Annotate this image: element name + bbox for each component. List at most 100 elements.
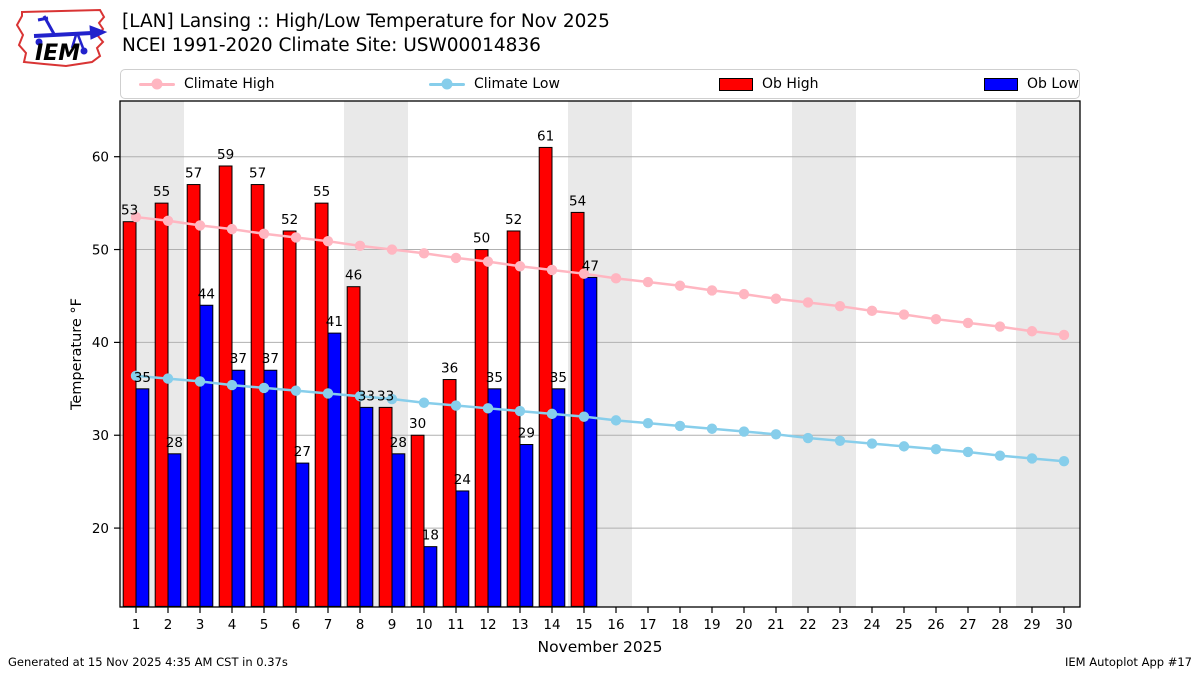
bar-ob-high — [122, 221, 137, 607]
x-tick-label: 22 — [799, 617, 816, 633]
bar-ob-high — [474, 249, 489, 607]
x-tick-label: 16 — [607, 617, 624, 633]
climate-high-line-marker — [706, 285, 718, 296]
bar-ob-low — [199, 304, 214, 607]
ob-high-value-label: 55 — [313, 184, 330, 200]
ob-low-value-label: 37 — [262, 351, 279, 367]
climate-low-line-marker — [706, 423, 718, 434]
climate-low-line-marker — [194, 376, 206, 387]
ob-low-value-label: 27 — [294, 444, 311, 460]
x-tick-label: 8 — [356, 617, 365, 633]
climate-high-line-path — [135, 215, 1065, 337]
climate-high-line-marker — [1026, 326, 1038, 337]
bar-ob-low — [231, 369, 246, 607]
climate-high-line-marker — [1058, 329, 1070, 341]
x-tick-label: 4 — [228, 617, 237, 633]
ob-high-value-label: 46 — [345, 268, 362, 284]
bar-ob-high — [154, 202, 169, 607]
bar-ob-high — [442, 379, 457, 607]
y-axis: 20 30 40 50 60 — [92, 149, 120, 537]
generated-timestamp: Generated at 15 Nov 2025 4:35 AM CST in … — [8, 655, 288, 669]
bar-ob-low — [455, 490, 470, 607]
chart-title: [LAN] Lansing :: High/Low Temperature fo… — [122, 11, 610, 32]
legend-label: Climate High — [184, 76, 275, 92]
climate-high-line-marker — [418, 248, 430, 259]
x-tick-label: 29 — [1023, 617, 1040, 633]
climate-high-line-marker — [258, 228, 270, 239]
x-tick-label: 24 — [863, 617, 880, 633]
legend-bar-swatch-icon — [984, 77, 1018, 91]
x-tick-label: 15 — [575, 617, 592, 633]
legend-line-marker-icon — [151, 78, 163, 90]
bar-ob-low — [167, 453, 182, 607]
bar-ob-low — [135, 388, 150, 607]
climate-low-line-marker — [610, 415, 622, 426]
bar-ob-low — [583, 276, 598, 607]
ob-high-value-label: 50 — [473, 231, 490, 247]
x-tick-label: 26 — [927, 617, 944, 633]
bar-ob-high — [506, 230, 521, 607]
climate-high-line-marker — [226, 223, 238, 235]
climate-low-line-marker — [546, 408, 558, 420]
ob-high-value-label: 57 — [249, 166, 266, 182]
y-tick-label: 60 — [92, 149, 109, 165]
bar-ob-low — [391, 453, 406, 607]
x-tick-label: 21 — [767, 617, 784, 633]
ob-high-value-label: 54 — [569, 193, 586, 209]
ob-low-value-label: 41 — [326, 314, 343, 330]
climate-high-line-marker — [194, 220, 206, 231]
climate-high-line-marker — [450, 252, 462, 264]
climate-low-line-marker — [226, 379, 238, 391]
climate-high-line-marker — [898, 309, 910, 320]
weather-vane-icon — [33, 15, 108, 55]
x-tick-label: 20 — [735, 617, 752, 633]
ob-high-value-label: 52 — [505, 212, 522, 228]
climate-high-line-marker — [546, 264, 558, 276]
bar-ob-low — [423, 546, 438, 607]
ob-low-value-label: 18 — [422, 528, 439, 544]
climate-high-line-marker — [610, 273, 622, 284]
climate-low-line-marker — [258, 382, 270, 394]
ob-high-value-label: 59 — [217, 147, 234, 163]
legend-line-marker-icon — [441, 78, 453, 90]
ob-low-value-label: 28 — [390, 435, 407, 451]
ob-low-value-label: 33 — [358, 388, 375, 404]
ob-high-value-label: 57 — [185, 166, 202, 182]
x-axis-label: November 2025 — [537, 638, 662, 656]
chart-subtitle: NCEI 1991-2020 Climate Site: USW00014836 — [122, 35, 541, 56]
plot-border — [119, 100, 1081, 608]
climate-high-line-marker — [514, 261, 526, 272]
climate-high-line-marker — [642, 276, 654, 288]
legend-item-climate-high: Climate High — [139, 70, 275, 98]
x-tick-label: 12 — [479, 617, 496, 633]
climate-high-line-marker — [386, 244, 398, 255]
climate-low-line-marker — [1026, 453, 1038, 464]
bar-ob-high — [314, 202, 329, 607]
climate-low-line-marker — [770, 429, 782, 440]
bar-ob-low — [519, 444, 534, 607]
climate-high-line-marker — [482, 256, 494, 267]
ob-low-value-label: 35 — [486, 370, 503, 386]
climate-low-line-marker — [450, 400, 462, 411]
y-tick-label: 40 — [92, 335, 109, 351]
x-tick-label: 30 — [1055, 617, 1072, 633]
climate-high-line-marker — [866, 305, 878, 317]
climate-low-line-marker — [290, 385, 302, 396]
legend-line-swatch-icon — [139, 78, 175, 90]
x-axis: 1 2 3 4 5 6 7 8 9 10 11 12 13 14 15 16 17 18 19 20 21 22 23 24 2… — [132, 607, 1073, 633]
bar-ob-low — [551, 388, 566, 607]
x-tick-label: 7 — [324, 617, 333, 633]
ob-low-value-label: 47 — [582, 258, 599, 274]
climate-high-line-marker — [930, 313, 942, 325]
app-credit: IEM Autoplot App #17 — [1064, 655, 1192, 669]
climate-high-line-marker — [674, 280, 686, 291]
climate-high-line-marker — [290, 232, 302, 243]
climate-high-line-marker — [322, 235, 334, 247]
climate-low-line-marker — [1058, 456, 1070, 467]
bar-ob-high — [346, 286, 361, 607]
climate-low-line-marker — [930, 443, 942, 455]
climate-high-line-marker — [770, 293, 782, 304]
ob-low-value-label: 29 — [518, 426, 535, 442]
legend-label: Ob Low — [1027, 76, 1079, 92]
